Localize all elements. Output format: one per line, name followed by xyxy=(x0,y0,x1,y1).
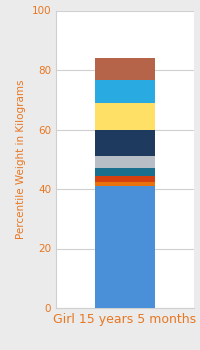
Bar xyxy=(95,182,155,186)
Bar xyxy=(95,130,155,156)
Y-axis label: Percentile Weight in Kilograms: Percentile Weight in Kilograms xyxy=(16,79,26,239)
Bar xyxy=(95,103,155,130)
Bar xyxy=(95,186,155,308)
Bar xyxy=(95,156,155,168)
Bar xyxy=(95,80,155,103)
Bar xyxy=(95,58,155,80)
Bar xyxy=(95,168,155,176)
Bar xyxy=(95,176,155,182)
